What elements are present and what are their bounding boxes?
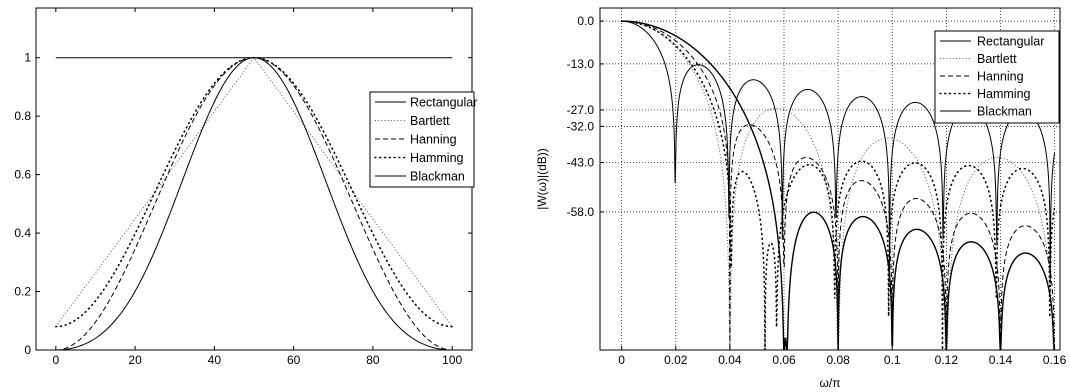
right-legend-box [934,30,1060,124]
left-y-tick-label: 1 [24,51,31,65]
right-legend-label: Hamming [977,87,1031,101]
right-legend-label: Hanning [977,70,1024,84]
right-x-tick-label: 0.02 [664,353,688,367]
left-x-tick-label: 60 [287,353,301,367]
left-y-tick-label: 0.4 [14,226,31,240]
right-x-axis-label: ω/π [820,376,841,390]
right-x-tick-label: 0.16 [1043,353,1067,367]
left-series-blackman [55,57,453,351]
left-y-tick-label: 0.6 [14,168,31,182]
left-x-tick-label: 20 [128,353,142,367]
right-y-tick-label: -13.0 [567,57,595,71]
frequency-response-plot: 0 0.02 0.04 0.06 0.08 0.1 0.12 0.14 0.16 0.0 -13.… [535,7,1067,390]
right-plot-frame [599,7,1061,351]
left-y-tick-label: 0.2 [14,285,31,299]
left-legend-label: Hanning [410,133,457,147]
right-x-tick-label: 0.06 [772,353,796,367]
left-legend: Rectangular Bartlett Hanning Hamming Blackma… [369,91,477,188]
left-y-tick-label: 0.8 [14,109,31,123]
right-series-hamming [620,20,1056,350]
left-legend-label: Hamming [410,151,464,165]
left-x-tick-label: 40 [208,353,222,367]
right-series-blackman [621,20,1055,350]
right-legend-label: Rectangular [977,35,1044,49]
left-x-tick-label: 80 [366,353,380,367]
right-x-tick-label: 0.14 [989,353,1013,367]
right-legend: Rectangular Bartlett Hanning Hamming Blackma… [934,30,1060,124]
left-legend-label: Bartlett [410,114,450,128]
right-y-tick-label: -43.0 [567,156,595,170]
left-legend-label: Blackman [410,170,465,184]
right-x-tick-label: 0.08 [826,353,850,367]
right-x-tick-label: 0.04 [718,353,742,367]
right-legend-label: Blackman [977,105,1032,119]
right-y-axis-label: |W(ω)|(dB)) [535,148,549,210]
right-series-hanning [621,20,1056,350]
left-x-tick-label: 0 [52,353,59,367]
left-x-tick-label: 100 [442,353,462,367]
left-legend-label: Rectangular [410,96,477,110]
time-domain-window-plot: 0 20 40 60 80 100 0 0.2 0.4 0.6 0.8 1 Rectangular B… [14,7,477,367]
right-y-tick-label: -32.0 [567,119,595,133]
left-y-tick-label: 0 [24,343,31,357]
right-legend-label: Bartlett [977,52,1017,66]
right-x-tick-label: 0 [618,353,625,367]
right-x-tick-label: 0.12 [935,353,959,367]
right-x-tick-label: 0.1 [884,353,901,367]
right-y-tick-label: -27.0 [567,103,595,117]
right-y-tick-label: 0.0 [577,14,594,28]
left-series-hanning [55,57,453,351]
right-y-tick-label: -58.0 [567,205,595,219]
